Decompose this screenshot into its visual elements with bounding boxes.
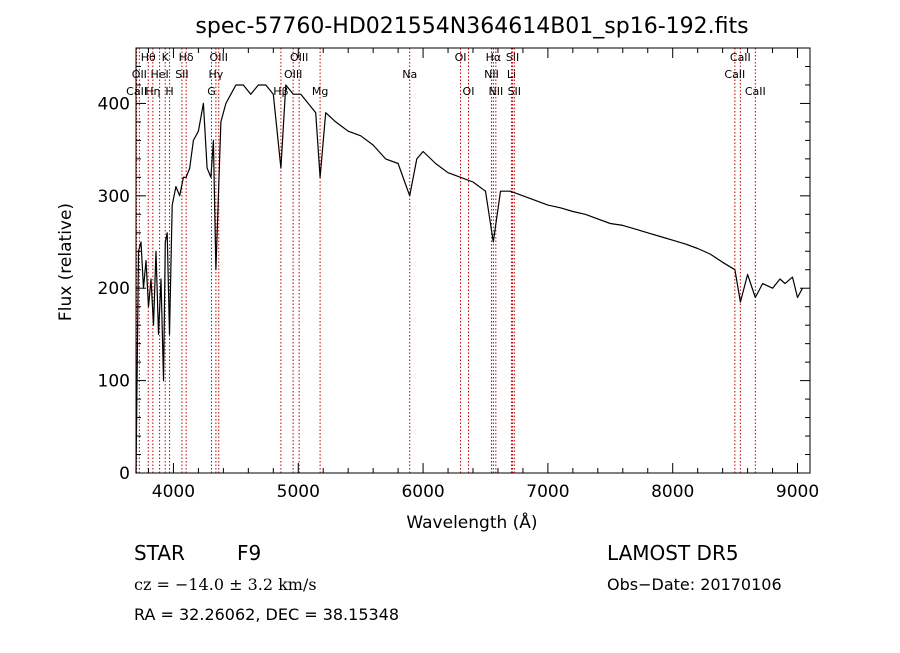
marker-label: H: [165, 85, 173, 98]
y-axis: 0 100 200 300 400: [98, 65, 810, 484]
marker-label: NII: [488, 85, 503, 98]
marker-label: SII: [506, 51, 519, 64]
marker-label: OIII: [284, 68, 302, 81]
marker-label: Hθ: [141, 51, 156, 64]
marker-label: CaII: [745, 85, 766, 98]
y-tick-label: 200: [98, 279, 130, 299]
x-tick-label: 9000: [776, 482, 819, 502]
coordinates: RA = 32.26062, DEC = 38.15348: [134, 605, 399, 624]
marker-label: Hα: [486, 51, 502, 64]
spectrum-line: [135, 84, 804, 474]
marker-label: Mg: [312, 85, 328, 98]
marker-label: K: [162, 51, 170, 64]
y-tick-label: 300: [98, 187, 130, 207]
x-axis-label: Wavelength (Å): [406, 511, 537, 533]
marker-label: SII: [508, 85, 521, 98]
x-tick-label: 8000: [651, 482, 694, 502]
x-tick-label: 5000: [277, 482, 320, 502]
marker-label: NII: [484, 68, 499, 81]
x-tick-label: 7000: [526, 482, 569, 502]
chart-title: spec-57760-HD021554N364614B01_sp16-192.f…: [195, 14, 748, 39]
marker-label: HeI: [150, 68, 168, 81]
obs-date: Obs−Date: 20170106: [607, 575, 782, 594]
x-axis: 4000 5000 6000 7000 8000 9000: [147, 48, 819, 502]
marker-label: CaII: [126, 85, 147, 98]
marker-label: OI: [463, 85, 475, 98]
x-tick-label: 6000: [401, 482, 444, 502]
marker-label: OIII: [290, 51, 308, 64]
marker-label: Hδ: [179, 51, 194, 64]
y-tick-label: 0: [119, 464, 130, 484]
marker-label: OIII: [210, 51, 228, 64]
marker-label: SII: [175, 68, 188, 81]
survey-name: LAMOST DR5: [607, 541, 739, 565]
marker-label: Hη: [145, 85, 160, 98]
redshift-text: cz = −14.0 ± 3.2 km/s: [134, 575, 317, 594]
y-axis-label: Flux (relative): [56, 203, 76, 321]
plot-frame: [135, 47, 811, 474]
marker-label: OII: [132, 68, 147, 81]
marker-label: Na: [402, 68, 417, 81]
marker-label: Li: [507, 68, 516, 81]
spectrum-series: [135, 84, 804, 474]
x-tick-label: 4000: [152, 482, 195, 502]
y-tick-label: 100: [98, 372, 130, 392]
marker-label: CaII: [724, 68, 745, 81]
subclass: F9: [237, 541, 261, 565]
y-tick-label: 400: [98, 94, 130, 114]
marker-label: OI: [455, 51, 467, 64]
marker-label: G: [207, 85, 216, 98]
marker-label: CaII: [730, 51, 751, 64]
marker-label: Hγ: [208, 68, 223, 81]
object-class: STAR: [134, 541, 185, 565]
